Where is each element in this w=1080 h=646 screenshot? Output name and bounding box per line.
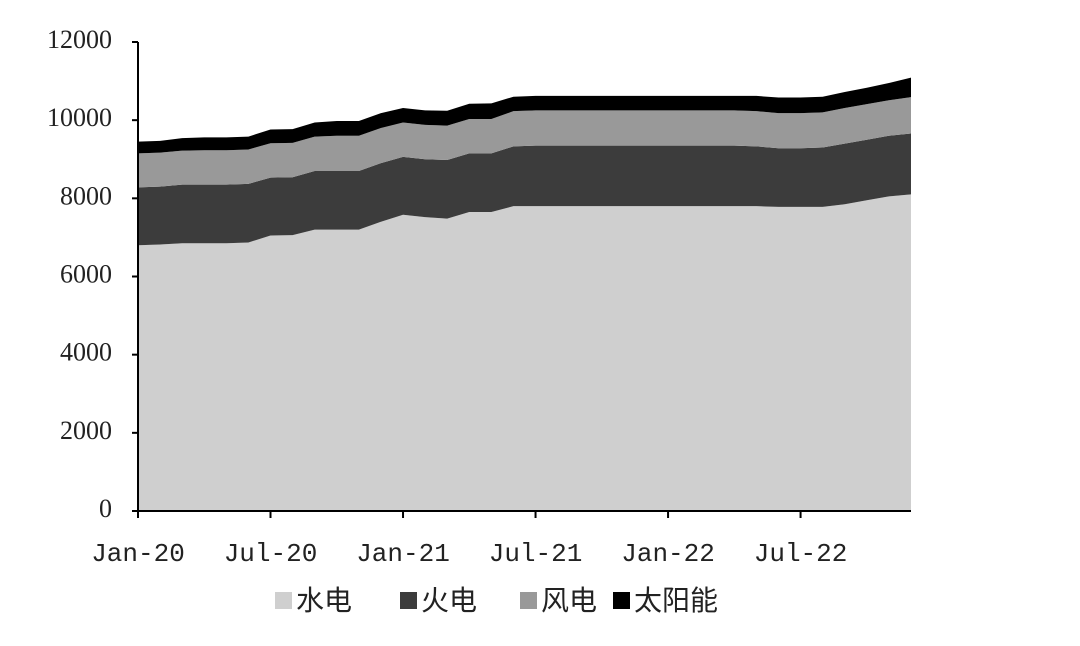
y-tick-label: 0 [99,494,112,523]
y-tick-label: 4000 [60,338,112,367]
x-tick-label: Jul-20 [224,539,318,569]
y-tick-label: 10000 [47,103,112,132]
x-tick-label: Jan-20 [91,539,185,569]
x-tick-label: Jan-22 [621,539,715,569]
legend-swatch [613,592,630,609]
area [138,97,911,188]
area [138,194,911,512]
y-tick-label: 8000 [60,181,112,210]
legend-swatch [400,592,417,609]
legend-label: 太阳能 [634,584,718,617]
x-tick-label: Jul-21 [489,539,583,569]
x-tick-label: Jan-21 [356,539,450,569]
area [138,77,911,154]
y-tick-label: 2000 [60,416,112,445]
legend-label: 火电 [421,584,477,617]
legend-swatch [275,592,292,609]
legend-swatch [520,592,537,609]
x-tick-label: Jul-22 [754,539,848,569]
legend-label: 风电 [541,584,597,617]
area [138,133,911,246]
legend-label: 水电 [296,584,352,617]
y-tick-label: 6000 [60,259,112,288]
y-tick-label: 12000 [47,25,112,54]
